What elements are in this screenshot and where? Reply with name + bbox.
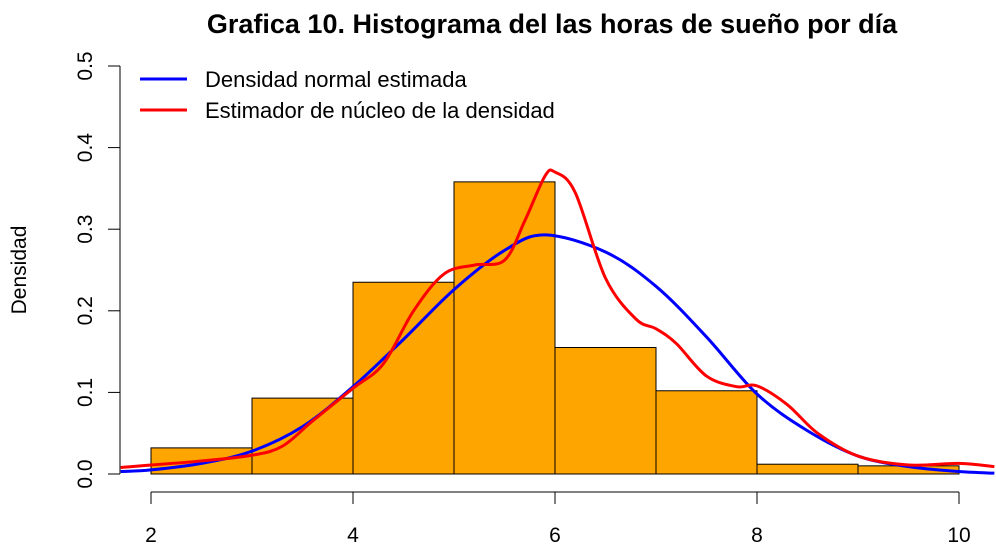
chart-title: Grafica 10. Histograma del las horas de … bbox=[207, 9, 898, 39]
x-tick-label: 4 bbox=[347, 524, 359, 547]
x-tick-label: 8 bbox=[751, 524, 763, 547]
x-tick-label: 2 bbox=[145, 524, 157, 547]
y-tick-label: 0.5 bbox=[74, 51, 97, 80]
legend-label-normal: Densidad normal estimada bbox=[205, 67, 467, 92]
density-curves bbox=[120, 168, 995, 475]
histogram-bar bbox=[756, 463, 859, 475]
y-axis: 0.0 0.1 0.2 0.3 0.4 0.5 bbox=[74, 51, 121, 489]
x-axis: 2 4 6 8 10 bbox=[145, 491, 971, 547]
histogram-bar bbox=[251, 397, 354, 475]
legend: Densidad normal estimada Estimador de núc… bbox=[140, 67, 555, 123]
y-tick-label: 0.4 bbox=[74, 133, 97, 163]
histogram-bar bbox=[554, 347, 657, 475]
histogram-bars bbox=[150, 181, 960, 475]
y-axis-title: Densidad bbox=[8, 226, 31, 315]
kernel-density-line bbox=[120, 168, 995, 469]
y-tick-label: 0.3 bbox=[74, 215, 97, 244]
y-tick-label: 0.2 bbox=[74, 296, 97, 325]
legend-label-kernel: Estimador de núcleo de la densidad bbox=[205, 98, 555, 123]
histogram-bar bbox=[655, 390, 758, 475]
y-tick-label: 0.0 bbox=[74, 459, 97, 488]
y-tick-label: 0.1 bbox=[74, 378, 97, 407]
x-tick-label: 10 bbox=[947, 524, 970, 547]
histogram-bar bbox=[453, 181, 556, 475]
x-tick-label: 6 bbox=[549, 524, 561, 547]
